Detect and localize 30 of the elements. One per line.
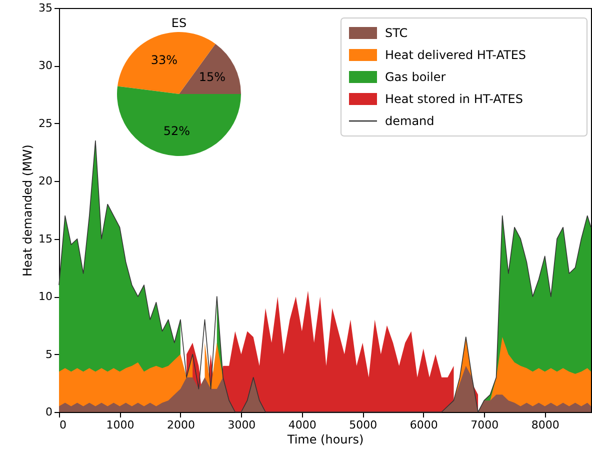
legend-label: STC <box>385 26 408 40</box>
y-tick-label: 5 <box>46 348 52 361</box>
legend-label: Heat delivered HT-ATES <box>385 48 526 62</box>
y-tick-label: 35 <box>38 2 52 14</box>
x-tick-label: 5000 <box>349 418 378 432</box>
y-axis-title: Heat demanded (MW) <box>20 144 35 276</box>
y-tick-label: 15 <box>38 232 52 246</box>
x-tick-label: 6000 <box>410 418 438 432</box>
data-label: 15% <box>198 70 226 84</box>
x-tick-label: 2000 <box>166 418 195 432</box>
y-tick-label: 20 <box>38 174 52 188</box>
y-tick-label: 30 <box>38 59 52 72</box>
y-tick-label: 0 <box>46 406 52 418</box>
x-tick-label: 1000 <box>106 418 134 432</box>
data-label: 52% <box>163 124 190 138</box>
x-tick-label: 4000 <box>288 418 316 432</box>
x-tick-label: 7000 <box>470 418 499 432</box>
y-tick-label: 25 <box>38 116 52 130</box>
data-label: 33% <box>150 52 178 67</box>
legend-label: Gas boiler <box>385 70 446 84</box>
x-tick-label: 8000 <box>531 418 560 432</box>
x-tick-label: 3000 <box>228 418 256 432</box>
x-axis-title: Time (hours) <box>286 432 364 446</box>
chart-title: ES <box>171 16 187 30</box>
pie-slice <box>117 86 241 156</box>
legend-label: Heat stored in HT-ATES <box>385 92 523 106</box>
x-tick-label: 0 <box>60 418 66 432</box>
legend-label: demand <box>385 114 434 128</box>
pie-slice <box>179 44 241 94</box>
y-tick-label: 10 <box>38 290 52 304</box>
